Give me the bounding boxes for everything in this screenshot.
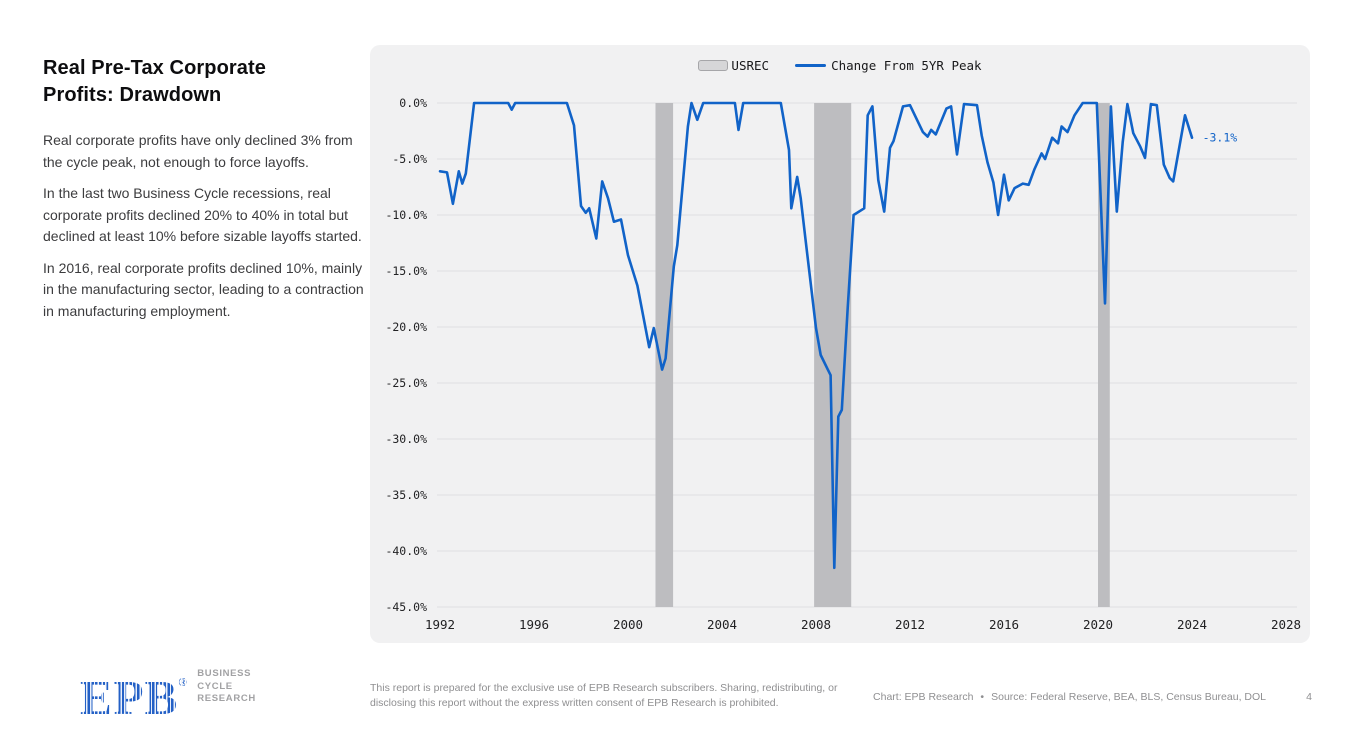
- org-name: BUSINESS CYCLE RESEARCH: [197, 668, 256, 706]
- y-tick-label: -10.0%: [385, 208, 427, 222]
- bullet-separator: •: [980, 691, 985, 703]
- page-number: 4: [1306, 691, 1312, 703]
- epb-logo-text: EPB: [80, 670, 179, 725]
- x-tick-label: 2012: [895, 617, 925, 632]
- y-tick-label: -5.0%: [392, 152, 427, 166]
- y-tick-label: -45.0%: [385, 600, 427, 614]
- y-tick-label: -40.0%: [385, 544, 427, 558]
- chart-legend: USREC Change From 5YR Peak: [370, 58, 1310, 73]
- page-title-line-1: Real Pre-Tax Corporate: [43, 57, 267, 79]
- recession-band-swatch-icon: [698, 60, 729, 71]
- recession-band: [1098, 103, 1110, 607]
- page-title: Real Pre-Tax Corporate Profits: Drawdown: [43, 55, 365, 109]
- summary-paragraph-3: In 2016, real corporate profits declined…: [43, 259, 364, 319]
- legend-item-change-from-5yr-peak[interactable]: Change From 5YR Peak: [795, 58, 982, 73]
- x-tick-label: 2000: [613, 617, 643, 632]
- disclaimer-text: This report is prepared for the exclusiv…: [370, 682, 838, 709]
- x-tick-label: 2016: [989, 617, 1019, 632]
- footer-logo: EPB® BUSINESS CYCLE RESEARCH: [80, 660, 256, 722]
- x-tick-label: 2004: [707, 617, 737, 632]
- registered-mark-icon: ®: [178, 675, 188, 689]
- y-tick-label: -20.0%: [385, 320, 427, 334]
- x-tick-label: 2024: [1177, 617, 1207, 632]
- summary-paragraph-1: Real corporate profits have only decline…: [43, 132, 353, 170]
- drawdown-chart: 0.0% -5.0% -10.0% -15.0% -20.0% -25.0% -30.0% -…: [385, 96, 1301, 632]
- line-swatch-icon: [795, 64, 827, 67]
- x-tick-label: 2020: [1083, 617, 1113, 632]
- summary-paragraphs: Real corporate profits have only decline…: [43, 130, 365, 322]
- x-tick-label: 2008: [801, 617, 831, 632]
- summary-paragraph-2: In the last two Business Cycle recession…: [43, 185, 362, 244]
- source-line: Chart: EPB Research • Source: Federal Rese…: [873, 691, 1266, 703]
- y-tick-label: 0.0%: [399, 96, 427, 110]
- y-tick-label: -30.0%: [385, 432, 427, 446]
- chart-credit: Chart: EPB Research: [873, 691, 974, 703]
- sidebar: Real Pre-Tax Corporate Profits: Drawdown…: [43, 55, 365, 332]
- legend-label-usrec: USREC: [731, 58, 770, 73]
- y-tick-label: -25.0%: [385, 376, 427, 390]
- x-tick-label: 1992: [425, 617, 455, 632]
- recession-band: [655, 103, 674, 607]
- x-tick-label: 1996: [519, 617, 549, 632]
- x-tick-label: 2028: [1271, 617, 1301, 632]
- legend-label-change-from-5yr-peak: Change From 5YR Peak: [831, 58, 982, 73]
- org-line-3: RESEARCH: [197, 693, 256, 704]
- epb-logo: EPB®: [80, 660, 188, 722]
- page-title-line-2: Profits: Drawdown: [43, 84, 222, 106]
- legend-item-usrec[interactable]: USREC: [698, 58, 769, 73]
- y-tick-label: -15.0%: [385, 264, 427, 278]
- org-line-2: CYCLE: [197, 680, 233, 692]
- data-source: Source: Federal Reserve, BEA, BLS, Censu…: [991, 691, 1266, 703]
- last-value-annotation: -3.1%: [1203, 131, 1238, 145]
- y-tick-label: -35.0%: [385, 488, 427, 502]
- chart-panel: 0.0% -5.0% -10.0% -15.0% -20.0% -25.0% -30.0% -…: [370, 45, 1310, 643]
- profit-drawdown-line[interactable]: [438, 101, 1194, 570]
- org-line-1: BUSINESS: [197, 668, 252, 679]
